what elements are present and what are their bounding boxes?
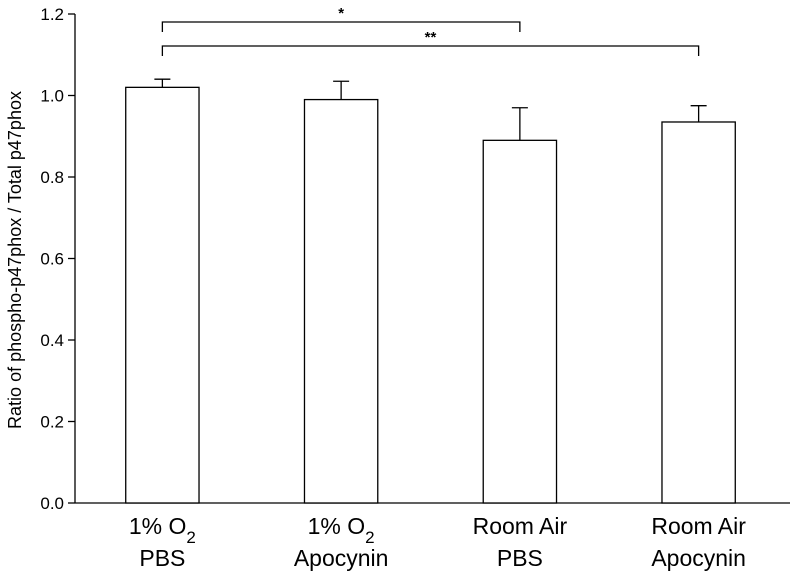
significance-bracket xyxy=(161,21,521,32)
significance-bracket xyxy=(161,45,700,56)
y-axis-label: Ratio of phospho-p47phox / Total p47phox xyxy=(5,91,25,429)
y-tick-label: 1.0 xyxy=(40,87,64,106)
x-tick-label-line2: PBS xyxy=(497,545,543,571)
x-tick-label: Room Air xyxy=(473,513,568,539)
x-tick-label: Room Air xyxy=(651,513,746,539)
bars xyxy=(125,78,736,504)
x-tick-label: 1% O2 xyxy=(129,513,196,547)
x-tick-label-line2: PBS xyxy=(139,545,185,571)
y-tick-label: 0.8 xyxy=(40,168,64,187)
significance-label: ** xyxy=(425,29,437,46)
y-tick-label: 0.6 xyxy=(40,250,64,269)
x-tick-label-line2: Apocynin xyxy=(651,545,746,571)
y-ticks: 0.0 0.2 0.4 0.6 0.8 1.0 1.2 xyxy=(40,5,75,513)
x-tick-label-line2: Apocynin xyxy=(294,545,389,571)
x-tick-label: 1% O2 xyxy=(308,513,375,547)
bar xyxy=(482,139,558,504)
bar xyxy=(661,121,736,504)
bar xyxy=(125,86,200,504)
y-tick-label: 0.4 xyxy=(40,331,64,350)
y-tick-label: 0.0 xyxy=(40,494,64,513)
y-tick-label: 0.2 xyxy=(40,413,64,432)
bar xyxy=(303,98,379,504)
significance-brackets: *** xyxy=(161,5,700,56)
y-tick-label: 1.2 xyxy=(40,5,64,24)
significance-label: * xyxy=(338,5,344,22)
